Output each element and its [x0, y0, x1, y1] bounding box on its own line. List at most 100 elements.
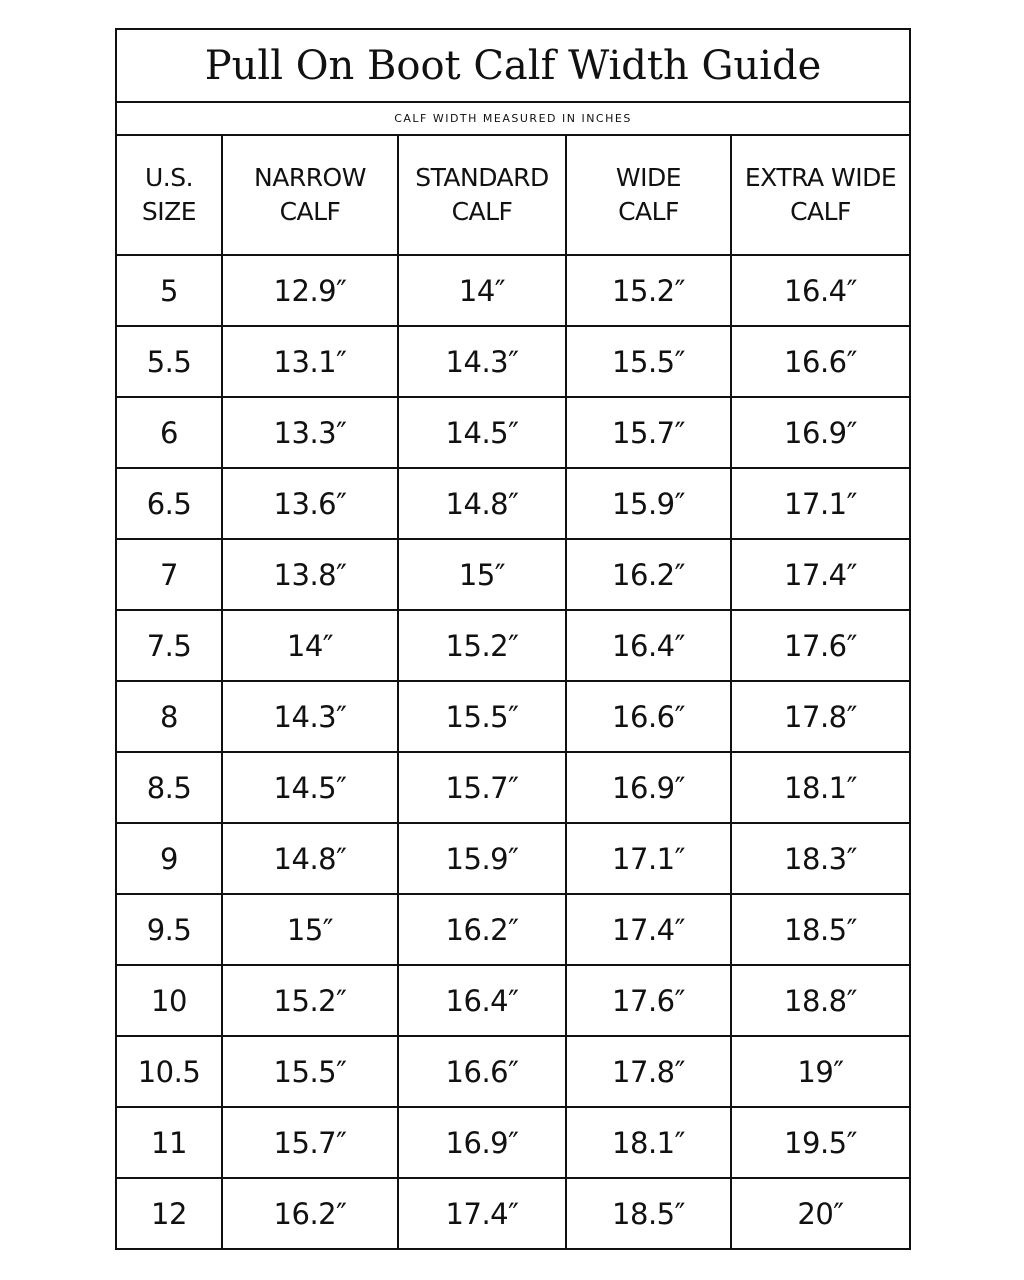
cell-extra-wide-calf: 17.4″ — [730, 538, 911, 611]
cell-standard-calf: 15.7″ — [397, 751, 567, 824]
cell-narrow-calf: 15.7″ — [221, 1106, 399, 1179]
cell-wide-calf: 17.8″ — [565, 1035, 732, 1108]
cell-standard-calf: 16.9″ — [397, 1106, 567, 1179]
cell-standard-calf: 14.3″ — [397, 325, 567, 398]
cell-size: 11 — [115, 1106, 223, 1179]
column-header-line: SIZE — [141, 197, 197, 226]
cell-size: 12 — [115, 1177, 223, 1250]
subtitle: CALF WIDTH MEASURED IN INCHES — [115, 101, 911, 136]
cell-standard-calf: 14″ — [397, 254, 567, 327]
cell-narrow-calf: 16.2″ — [221, 1177, 399, 1250]
cell-size: 10 — [115, 964, 223, 1037]
cell-size: 6 — [115, 396, 223, 469]
column-header-narrow-calf: NARROW CALF — [221, 134, 399, 256]
cell-wide-calf: 16.9″ — [565, 751, 732, 824]
cell-size: 9 — [115, 822, 223, 895]
cell-standard-calf: 14.5″ — [397, 396, 567, 469]
table-row: 6.5 13.6″ 14.8″ 15.9″ 17.1″ — [115, 467, 911, 540]
column-header-line: STANDARD — [415, 163, 549, 192]
cell-narrow-calf: 15″ — [221, 893, 399, 966]
column-header-wide-calf: WIDE CALF — [565, 134, 732, 256]
cell-standard-calf: 15.9″ — [397, 822, 567, 895]
column-header-line: CALF — [279, 197, 341, 226]
cell-narrow-calf: 15.5″ — [221, 1035, 399, 1108]
column-header-line: CALF — [618, 197, 679, 226]
table-row: 5 12.9″ 14″ 15.2″ 16.4″ — [115, 254, 911, 327]
cell-wide-calf: 17.1″ — [565, 822, 732, 895]
cell-standard-calf: 15.2″ — [397, 609, 567, 682]
header-row: U.S. SIZE NARROW CALF STANDARD CALF WIDE CALF EX… — [115, 134, 911, 256]
column-header-line: WIDE — [615, 163, 682, 192]
table-row: 11 15.7″ 16.9″ 18.1″ 19.5″ — [115, 1106, 911, 1179]
cell-standard-calf: 16.2″ — [397, 893, 567, 966]
cell-narrow-calf: 13.3″ — [221, 396, 399, 469]
cell-standard-calf: 16.6″ — [397, 1035, 567, 1108]
cell-extra-wide-calf: 20″ — [730, 1177, 911, 1250]
table-row: 9 14.8″ 15.9″ 17.1″ 18.3″ — [115, 822, 911, 895]
cell-wide-calf: 16.2″ — [565, 538, 732, 611]
cell-wide-calf: 15.7″ — [565, 396, 732, 469]
column-header-line: CALF — [790, 197, 851, 226]
cell-extra-wide-calf: 17.8″ — [730, 680, 911, 753]
cell-size: 10.5 — [115, 1035, 223, 1108]
table-body: 5 12.9″ 14″ 15.2″ 16.4″ 5.5 13.1″ 14.3″ 15.5″ 16.… — [115, 254, 911, 1250]
cell-size: 8 — [115, 680, 223, 753]
column-header-line: EXTRA WIDE — [744, 163, 897, 192]
cell-wide-calf: 18.1″ — [565, 1106, 732, 1179]
cell-wide-calf: 18.5″ — [565, 1177, 732, 1250]
cell-wide-calf: 15.5″ — [565, 325, 732, 398]
table-row: 12 16.2″ 17.4″ 18.5″ 20″ — [115, 1177, 911, 1250]
column-header-line: U.S. — [144, 163, 194, 192]
table-row: 10 15.2″ 16.4″ 17.6″ 18.8″ — [115, 964, 911, 1037]
cell-extra-wide-calf: 17.6″ — [730, 609, 911, 682]
cell-narrow-calf: 13.8″ — [221, 538, 399, 611]
cell-narrow-calf: 14.3″ — [221, 680, 399, 753]
cell-narrow-calf: 13.1″ — [221, 325, 399, 398]
cell-size: 9.5 — [115, 893, 223, 966]
table-row: 9.5 15″ 16.2″ 17.4″ 18.5″ — [115, 893, 911, 966]
table-row: 7 13.8″ 15″ 16.2″ 17.4″ — [115, 538, 911, 611]
column-header-line: CALF — [451, 197, 513, 226]
table-row: 7.5 14″ 15.2″ 16.4″ 17.6″ — [115, 609, 911, 682]
cell-wide-calf: 16.6″ — [565, 680, 732, 753]
cell-extra-wide-calf: 16.6″ — [730, 325, 911, 398]
cell-wide-calf: 15.9″ — [565, 467, 732, 540]
column-header-size: U.S. SIZE — [115, 134, 223, 256]
cell-standard-calf: 14.8″ — [397, 467, 567, 540]
cell-narrow-calf: 14.5″ — [221, 751, 399, 824]
cell-narrow-calf: 12.9″ — [221, 254, 399, 327]
cell-size: 7 — [115, 538, 223, 611]
cell-standard-calf: 16.4″ — [397, 964, 567, 1037]
cell-standard-calf: 17.4″ — [397, 1177, 567, 1250]
table-row: 8 14.3″ 15.5″ 16.6″ 17.8″ — [115, 680, 911, 753]
cell-standard-calf: 15.5″ — [397, 680, 567, 753]
cell-narrow-calf: 15.2″ — [221, 964, 399, 1037]
cell-size: 5 — [115, 254, 223, 327]
cell-extra-wide-calf: 19″ — [730, 1035, 911, 1108]
calf-width-table: Pull On Boot Calf Width Guide CALF WIDTH… — [115, 28, 911, 1250]
table-row: 8.5 14.5″ 15.7″ 16.9″ 18.1″ — [115, 751, 911, 824]
table-row: 6 13.3″ 14.5″ 15.7″ 16.9″ — [115, 396, 911, 469]
cell-extra-wide-calf: 16.9″ — [730, 396, 911, 469]
cell-extra-wide-calf: 18.8″ — [730, 964, 911, 1037]
cell-extra-wide-calf: 19.5″ — [730, 1106, 911, 1179]
cell-narrow-calf: 14″ — [221, 609, 399, 682]
cell-standard-calf: 15″ — [397, 538, 567, 611]
cell-size: 6.5 — [115, 467, 223, 540]
cell-extra-wide-calf: 18.5″ — [730, 893, 911, 966]
table-row: 10.5 15.5″ 16.6″ 17.8″ 19″ — [115, 1035, 911, 1108]
cell-wide-calf: 15.2″ — [565, 254, 732, 327]
table-row: 5.5 13.1″ 14.3″ 15.5″ 16.6″ — [115, 325, 911, 398]
cell-extra-wide-calf: 18.3″ — [730, 822, 911, 895]
column-header-standard-calf: STANDARD CALF — [397, 134, 567, 256]
cell-narrow-calf: 13.6″ — [221, 467, 399, 540]
cell-narrow-calf: 14.8″ — [221, 822, 399, 895]
cell-size: 7.5 — [115, 609, 223, 682]
cell-wide-calf: 17.6″ — [565, 964, 732, 1037]
cell-size: 8.5 — [115, 751, 223, 824]
cell-wide-calf: 17.4″ — [565, 893, 732, 966]
column-header-extra-wide-calf: EXTRA WIDE CALF — [730, 134, 911, 256]
column-header-line: NARROW — [254, 163, 366, 192]
cell-extra-wide-calf: 18.1″ — [730, 751, 911, 824]
cell-size: 5.5 — [115, 325, 223, 398]
